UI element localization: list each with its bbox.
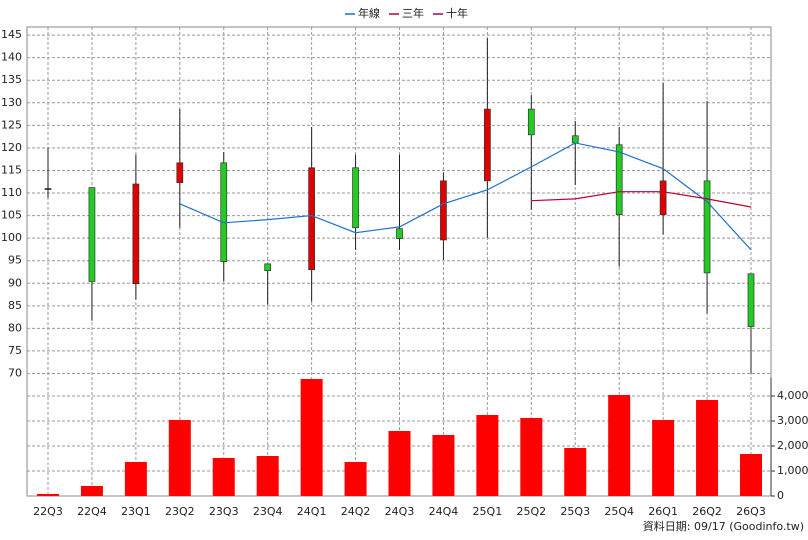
y-tick-label: 95 (8, 254, 22, 267)
y-tick-label: 100 (1, 231, 22, 244)
x-tick-label: 23Q2 (165, 505, 195, 518)
candle-body (615, 144, 623, 216)
candle-body (88, 187, 96, 282)
y-tick-label: 90 (8, 276, 22, 289)
x-tick-label: 24Q4 (429, 505, 459, 518)
y-tick-label: 140 (1, 51, 22, 64)
candle-body (352, 167, 359, 229)
x-tick-label: 25Q4 (604, 505, 634, 518)
x-tick-label: 22Q4 (77, 505, 107, 518)
volume-bar (256, 456, 279, 496)
candle-body (484, 108, 491, 182)
y-tick-label: 115 (1, 163, 22, 176)
x-tick-label: 24Q2 (341, 505, 371, 518)
x-tick-label: 24Q1 (297, 505, 327, 518)
x-tick-label: 23Q3 (209, 505, 239, 518)
candle-body (308, 167, 315, 271)
source-note: 資料日期: 09/17 (Goodinfo.tw) (643, 519, 804, 533)
volume-bar (168, 420, 191, 496)
candle-body (527, 108, 535, 136)
candle-body (659, 180, 667, 216)
volume-bar (476, 415, 499, 496)
candle-body (220, 162, 228, 262)
volume-bar (696, 400, 719, 496)
volume-bar (652, 420, 675, 496)
volume-bar (212, 458, 235, 496)
volume-bar (124, 462, 147, 496)
volume-bar (608, 395, 631, 496)
candle-body (396, 228, 403, 239)
candle-body (440, 180, 447, 241)
x-tick-label: 26Q1 (648, 505, 678, 518)
volume-bar (300, 379, 323, 496)
volume-bar (80, 486, 103, 496)
volume-bar (740, 454, 762, 496)
legend-label: 三年 (402, 6, 424, 20)
candle-body (703, 180, 711, 274)
candle-body (44, 188, 52, 190)
x-tick-label: 23Q4 (253, 505, 283, 518)
y2-tick-label: 2,000 (777, 439, 808, 452)
ma-line (531, 191, 752, 208)
x-tick-label: 25Q2 (516, 505, 546, 518)
y-tick-label: 110 (1, 186, 22, 199)
volume-bar (37, 494, 59, 496)
candle-body (747, 273, 755, 327)
volume-bar (388, 431, 411, 496)
legend-label: 十年 (446, 6, 468, 20)
y2-tick-label: 0 (777, 489, 784, 502)
candle-body (132, 183, 140, 285)
candle-body (264, 263, 272, 271)
y-tick-label: 80 (8, 321, 22, 334)
x-tick-label: 26Q3 (736, 505, 766, 518)
y-tick-label: 135 (1, 73, 22, 86)
x-tick-label: 24Q3 (385, 505, 415, 518)
legend-label: 年線 (358, 6, 380, 20)
volume-bar (564, 448, 587, 496)
ma-line (179, 142, 752, 251)
y2-tick-label: 1,000 (777, 464, 808, 477)
candle-body (571, 135, 579, 144)
y-tick-label: 85 (8, 299, 22, 312)
y-tick-label: 120 (1, 141, 22, 154)
x-tick-label: 26Q2 (692, 505, 722, 518)
volume-bar (344, 462, 367, 496)
candle-body (176, 162, 184, 183)
x-tick-label: 22Q3 (33, 505, 63, 518)
volume-bar (520, 418, 543, 496)
x-tick-label: 25Q1 (473, 505, 503, 518)
y2-tick-label: 4,000 (777, 389, 808, 402)
y-tick-label: 145 (1, 28, 22, 41)
y2-tick-label: 3,000 (777, 414, 808, 427)
y-tick-label: 125 (1, 118, 22, 131)
x-tick-label: 23Q1 (121, 505, 151, 518)
volume-bar (432, 435, 455, 496)
y-tick-label: 130 (1, 96, 22, 109)
x-tick-label: 25Q3 (560, 505, 590, 518)
y-tick-label: 75 (8, 344, 22, 357)
y-tick-label: 70 (8, 366, 22, 379)
y-tick-label: 105 (1, 209, 22, 222)
